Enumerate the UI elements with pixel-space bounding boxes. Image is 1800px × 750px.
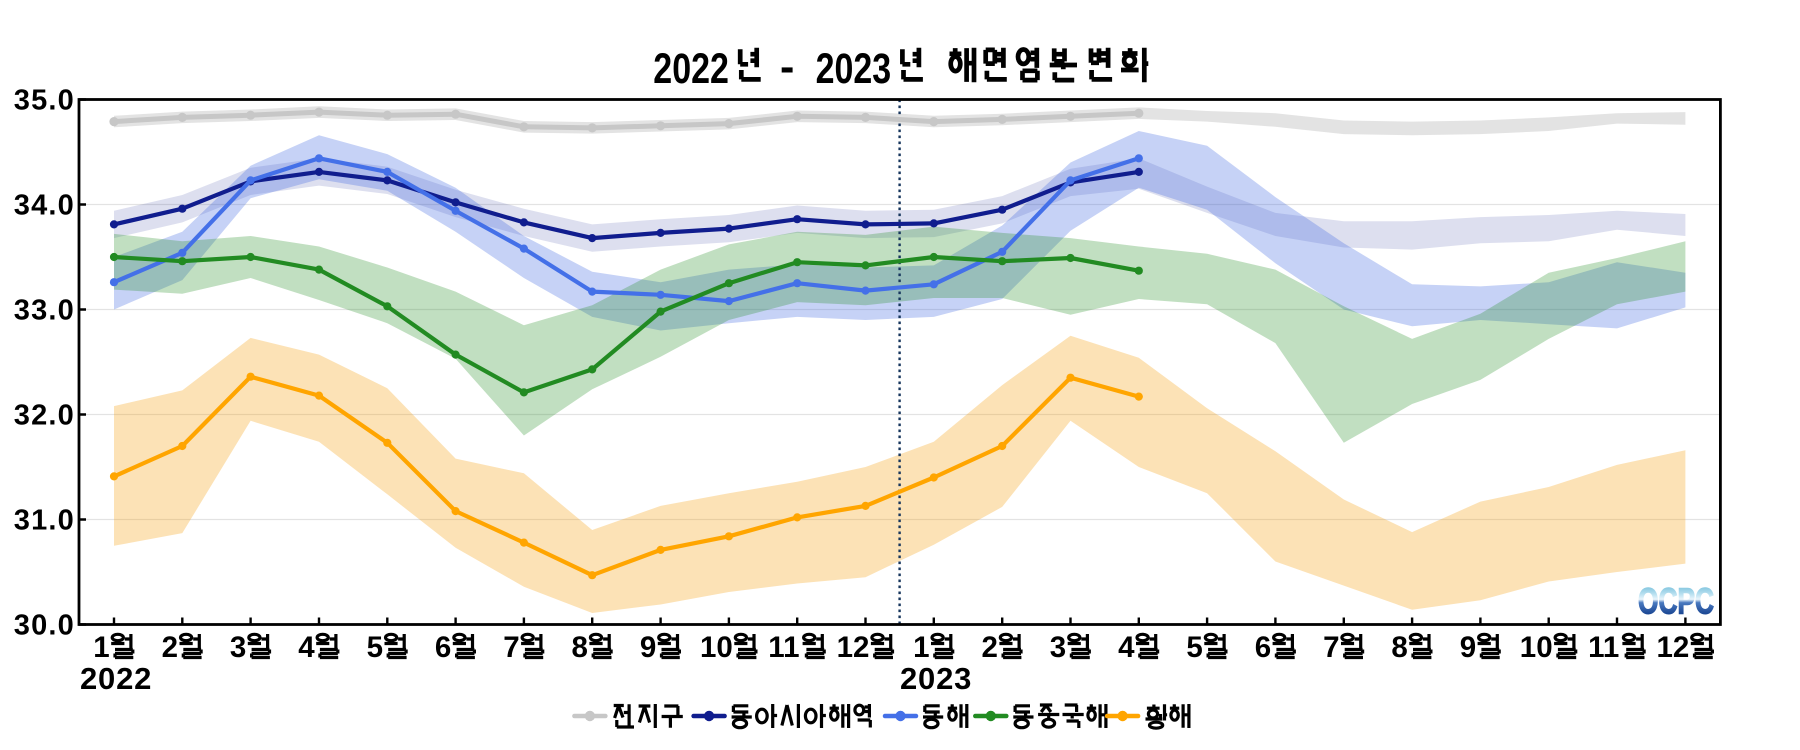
svg-text:10: 10 [1520,631,1553,664]
svg-text:12: 12 [1657,631,1690,664]
svg-text:31.0: 31.0 [14,505,75,537]
svg-text:5: 5 [367,631,383,664]
svg-text:-: - [780,43,794,91]
svg-text:34.0: 34.0 [14,190,75,222]
svg-text:6: 6 [1255,631,1271,664]
svg-text:7: 7 [1323,631,1339,664]
svg-text:2: 2 [162,631,178,664]
svg-text:2023: 2023 [900,661,972,696]
svg-text:35.0: 35.0 [14,85,75,117]
svg-text:3: 3 [230,631,246,664]
svg-text:5: 5 [1186,631,1202,664]
svg-text:12: 12 [837,631,870,664]
svg-text:1: 1 [93,631,109,664]
svg-text:11: 11 [1588,631,1619,664]
svg-text:10: 10 [700,631,733,664]
svg-text:4: 4 [298,631,315,664]
svg-text:8: 8 [572,631,588,664]
svg-text:2022: 2022 [80,661,152,696]
svg-text:2023: 2023 [816,45,892,93]
svg-text:8: 8 [1391,631,1407,664]
svg-text:30.0: 30.0 [14,610,75,642]
svg-text:4: 4 [1118,631,1135,664]
svg-text:32.0: 32.0 [14,400,75,432]
svg-text:11: 11 [768,631,799,664]
svg-text:3: 3 [1050,631,1066,664]
svg-text:7: 7 [503,631,519,664]
svg-text:2022: 2022 [653,45,729,93]
svg-text:2: 2 [982,631,998,664]
svg-text:OCPC: OCPC [1638,581,1714,622]
svg-text:9: 9 [1460,631,1476,664]
svg-text:33.0: 33.0 [14,295,75,327]
svg-text:1: 1 [913,631,929,664]
svg-text:9: 9 [640,631,656,664]
svg-text:6: 6 [435,631,451,664]
